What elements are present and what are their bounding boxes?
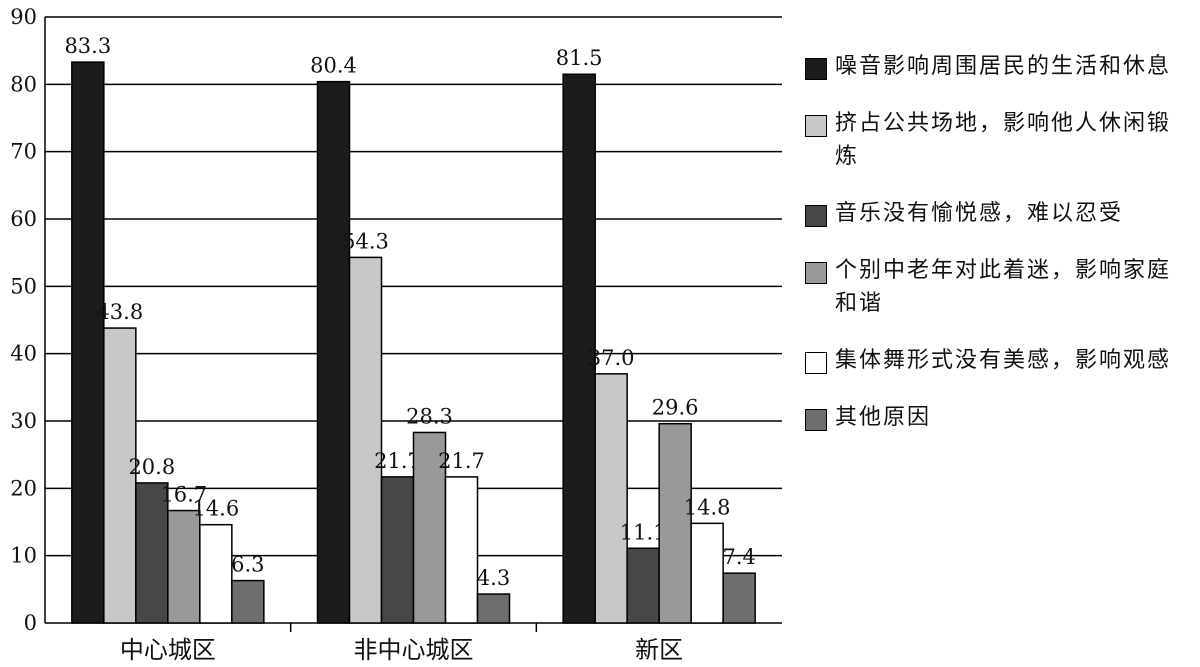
legend-item: 挤占公共场地，影响他人休闲锻炼 [805,107,1195,173]
legend-swatch [805,262,827,284]
value-label: 6.3 [231,553,264,577]
bar [658,422,692,624]
value-label: 81.5 [556,46,603,70]
y-tick-label: 40 [10,342,37,366]
legend-item: 噪音影响周围居民的生活和休息 [805,50,1195,83]
x-tick-label: 中心城区 [120,636,216,664]
value-label: 20.8 [128,455,175,479]
bar [231,579,265,624]
y-tick-label: 60 [10,207,37,231]
value-label: 4.3 [477,566,510,590]
bar [444,476,479,624]
value-label: 29.6 [652,396,699,420]
bar [71,61,105,624]
bar [103,327,137,624]
x-tick-label: 新区 [635,636,683,664]
legend-item: 音乐没有愉悦感，难以忍受 [805,197,1195,230]
bar [135,482,169,624]
bar [626,547,660,624]
legend-label: 其他原因 [835,405,932,430]
bar [412,431,447,624]
y-tick-label: 80 [10,72,37,96]
bar [594,373,628,624]
value-label: 28.3 [406,404,453,428]
legend-swatch [805,352,827,374]
bar [690,522,724,624]
y-tick-label: 20 [10,476,37,500]
legend-label: 挤占公共场地，影响他人休闲锻炼 [835,111,1172,169]
y-tick-label: 90 [10,5,37,29]
legend-item: 个别中老年对此着迷，影响家庭和谐 [805,254,1195,320]
bar [476,593,511,624]
y-tick-label: 50 [10,274,37,298]
value-label: 21.7 [438,449,485,473]
value-label: 7.4 [722,545,755,569]
x-tick-label: 非中心城区 [354,636,474,664]
bar [348,256,383,624]
legend-label: 噪音影响周围居民的生活和休息 [835,54,1172,79]
y-tick-label: 10 [10,544,37,568]
legend: 噪音影响周围居民的生活和休息挤占公共场地，影响他人休闲锻炼音乐没有愉悦感，难以忍… [805,50,1195,458]
value-label: 54.3 [342,229,389,253]
bar [380,476,415,624]
value-label: 16.7 [160,483,207,507]
legend-swatch [805,115,827,137]
value-label: 14.8 [684,495,731,519]
legend-swatch [805,205,827,227]
legend-swatch [805,58,827,80]
bar [167,509,201,624]
bar [316,80,351,624]
legend-label: 个别中老年对此着迷，影响家庭和谐 [835,258,1172,316]
value-label: 14.6 [192,497,239,521]
y-tick-label: 30 [10,409,37,433]
value-label: 80.4 [310,54,357,78]
legend-item: 集体舞形式没有美感，影响观感 [805,344,1195,377]
bar [722,572,756,624]
value-label: 43.8 [96,300,143,324]
legend-label: 音乐没有愉悦感，难以忍受 [835,201,1124,226]
bar [199,523,233,624]
bar [562,73,596,624]
legend-swatch [805,409,827,431]
value-label: 37.0 [588,346,635,370]
y-tick-label: 70 [10,140,37,164]
value-label: 83.3 [64,34,111,58]
legend-label: 集体舞形式没有美感，影响观感 [835,348,1172,373]
legend-item: 其他原因 [805,401,1195,434]
y-tick-label: 0 [24,611,37,635]
